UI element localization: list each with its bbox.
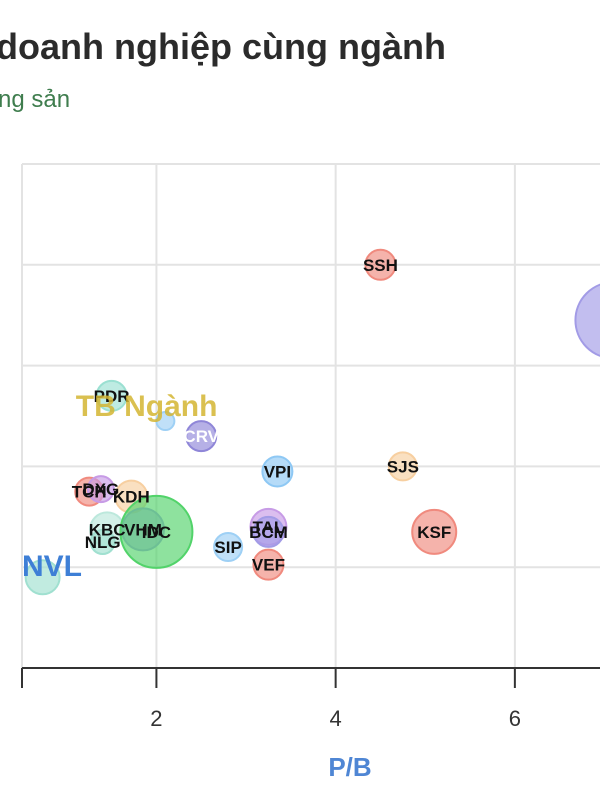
point-sjs[interactable] <box>387 451 418 482</box>
point-label-kdh: KDH <box>113 488 150 507</box>
point-nlg[interactable] <box>89 529 116 555</box>
point-label-crv: CRV <box>183 427 219 446</box>
point-idc[interactable] <box>119 494 194 569</box>
point-crv[interactable] <box>185 420 218 453</box>
point-label-tch: TCH <box>72 483 107 502</box>
point-bcm[interactable] <box>252 515 285 548</box>
point-vef[interactable] <box>252 548 285 581</box>
point-unlabeled-3[interactable] <box>155 411 176 432</box>
point-label-sip: SIP <box>214 538 241 557</box>
point-label-idc: IDC <box>142 523 171 542</box>
point-unlabeled-1[interactable] <box>574 282 600 358</box>
point-vpi[interactable] <box>261 455 294 488</box>
point-pdr[interactable] <box>95 379 128 412</box>
point-label-kbc: KBC <box>89 520 126 539</box>
point-sip[interactable] <box>213 532 244 563</box>
x-tick-label-0: 2 <box>150 706 162 731</box>
point-unlabeled-19[interactable] <box>24 559 61 596</box>
point-label-ssh: SSH <box>363 256 398 275</box>
scatter-points <box>24 248 600 596</box>
point-label-ksf: KSF <box>417 523 451 542</box>
point-label-vhm: VHM <box>124 520 162 539</box>
point-dxg[interactable] <box>86 475 115 504</box>
point-ssh[interactable] <box>364 248 397 281</box>
x-tick-label-1: 4 <box>330 706 342 731</box>
focus-company-label: NVL <box>22 550 82 583</box>
point-label-nlg: NLG <box>85 533 121 552</box>
point-label-vef: VEF <box>252 556 285 575</box>
point-label-pdr: PDR <box>94 387 130 406</box>
point-label-tal: TAL <box>253 518 285 537</box>
page-title: doanh nghiệp cùng ngành <box>0 26 446 67</box>
point-label-vpi: VPI <box>264 462 291 481</box>
point-label-dxg: DXG <box>82 480 119 499</box>
x-axis-title: P/B <box>328 752 371 782</box>
page-subtitle: ng sản <box>0 86 71 113</box>
industry-average-label: TB Ngành <box>76 390 218 423</box>
point-label-sjs: SJS <box>387 457 419 476</box>
point-label-bcm: BCM <box>249 523 288 542</box>
x-tick-label-2: 6 <box>509 706 521 731</box>
point-ksf[interactable] <box>411 508 458 555</box>
